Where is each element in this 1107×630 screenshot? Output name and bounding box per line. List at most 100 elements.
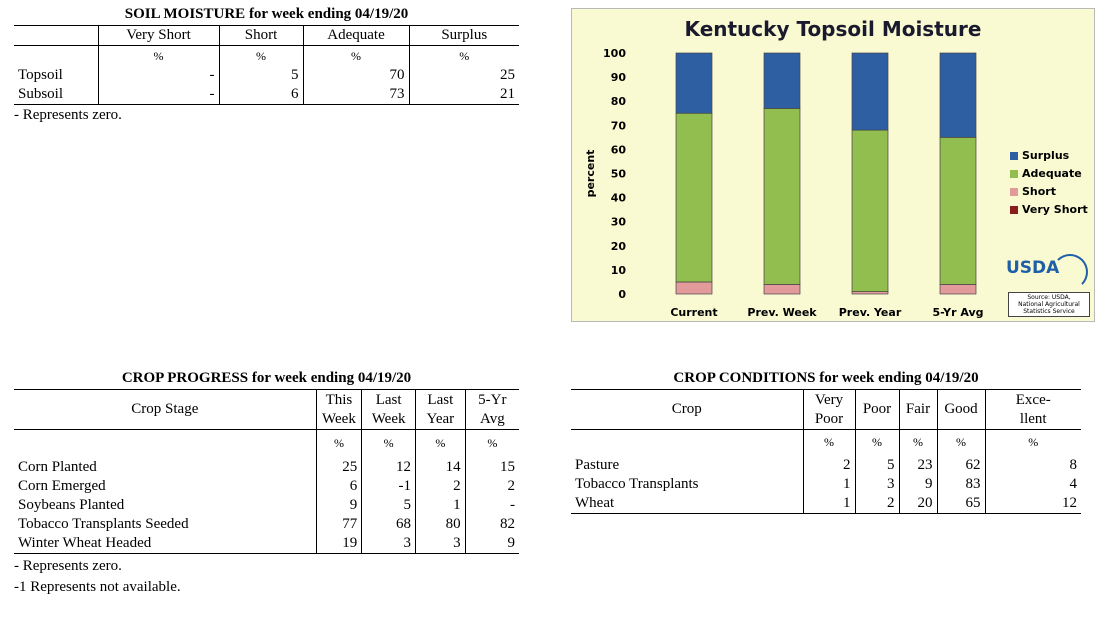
- legend-label: Adequate: [1022, 167, 1082, 180]
- row-label: Winter Wheat Headed: [14, 533, 317, 554]
- cell: 3: [854, 474, 899, 494]
- cell: 5: [361, 495, 416, 515]
- x-tick-label: 5-Yr Avg: [933, 306, 984, 319]
- soil-moisture-table: Very Short Short Adequate Surplus % % % …: [14, 25, 519, 105]
- x-tick-label: Prev. Week: [747, 306, 817, 319]
- cell: 70: [302, 66, 409, 85]
- cell: 1: [802, 474, 855, 494]
- row-label: Pasture: [575, 456, 620, 473]
- cell: 1: [802, 493, 855, 514]
- cell: 5: [854, 455, 899, 475]
- row-label: Tobacco Transplants Seeded: [18, 515, 189, 532]
- usda-arc-icon: [1052, 254, 1088, 290]
- conditions-header: Fair: [898, 389, 937, 430]
- unit-label: %: [898, 429, 937, 456]
- chart-plot: 0 10 20 30 40 50 60 70 80 90 100 percent Current Prev…: [584, 47, 984, 319]
- table-row: Pasture 2 5 23 62 8: [571, 455, 1081, 475]
- y-tick-label: 0: [618, 288, 626, 301]
- progress-header: Last Week: [361, 389, 416, 430]
- legend-label: Surplus: [1022, 149, 1070, 162]
- legend-item: Short: [1010, 183, 1088, 201]
- cell: 12: [984, 493, 1081, 514]
- table-row: Topsoil - 5 70 25: [14, 66, 519, 85]
- cell: 2: [854, 493, 899, 514]
- unit-label: %: [854, 429, 899, 456]
- cell: -: [464, 495, 519, 515]
- legend-item: Very Short: [1010, 201, 1088, 219]
- x-tick-label: Current: [670, 306, 717, 319]
- legend-swatch: [1010, 206, 1018, 214]
- usda-source-box: Source: USDA, National Agricultural Stat…: [1008, 292, 1090, 317]
- cell: 83: [936, 474, 985, 494]
- legend-item: Adequate: [1010, 165, 1088, 183]
- x-tick-label: Prev. Year: [839, 306, 902, 319]
- cell: 3: [415, 533, 466, 554]
- legend-swatch: [1010, 152, 1018, 160]
- cell: 2: [464, 476, 519, 496]
- y-tick-label: 100: [603, 47, 626, 60]
- cell: 73: [302, 85, 409, 105]
- cell: 9: [315, 495, 362, 515]
- soil-note: - Represents zero.: [14, 107, 122, 123]
- cell: 25: [315, 457, 362, 477]
- table-row: Tobacco Transplants Seeded 77 68 80 82: [14, 514, 519, 534]
- table-row: Corn Emerged 6 -1 2 2: [14, 476, 519, 496]
- conditions-header: Exce-llent: [984, 389, 1081, 430]
- bar-segment: [939, 137, 977, 285]
- conditions-header-row: Crop Very Poor Poor Fair Good Exce-llent: [571, 389, 1081, 430]
- progress-header: 5-Yr Avg: [464, 389, 519, 430]
- source-line: National Agricultural: [1018, 301, 1080, 308]
- progress-header: This Week: [315, 389, 362, 430]
- unit-label: %: [464, 429, 519, 458]
- unit-label: %: [415, 429, 466, 458]
- crop-conditions-title: CROP CONDITIONS for week ending 04/19/20: [673, 370, 979, 386]
- crop-conditions-table: Crop Very Poor Poor Fair Good Exce-llent …: [571, 389, 1081, 514]
- bar-segment: [675, 112, 713, 283]
- cell: 1: [415, 495, 466, 515]
- soil-moisture-title: SOIL MOISTURE for week ending 04/19/20: [124, 6, 409, 22]
- cell: 82: [464, 514, 519, 534]
- soil-header: Surplus: [408, 25, 519, 46]
- usda-logo-text: USDA: [1006, 258, 1060, 278]
- cell: 12: [361, 457, 416, 477]
- cell: 19: [315, 533, 362, 554]
- row-label: Topsoil: [18, 67, 63, 83]
- bar-segment: [939, 52, 977, 138]
- conditions-header: Good: [936, 389, 985, 430]
- unit-label: %: [936, 429, 985, 456]
- chart-legend: Surplus Adequate Short Very Short: [1010, 147, 1088, 219]
- bar-segment: [763, 108, 801, 285]
- cell: 15: [464, 457, 519, 477]
- cell: 65: [936, 493, 985, 514]
- progress-header: Last Year: [415, 389, 466, 430]
- source-line: Source: USDA,: [1027, 294, 1071, 301]
- soil-header: Short: [218, 25, 303, 46]
- cell: 77: [315, 514, 362, 534]
- progress-header-row: Crop Stage This Week Last Week Last Year 5-…: [14, 389, 519, 430]
- cell: 9: [898, 474, 937, 494]
- y-tick-label: 40: [611, 192, 627, 205]
- y-tick-label: 20: [611, 240, 627, 253]
- conditions-header-crop: Crop: [571, 389, 803, 430]
- cell: 20: [898, 493, 937, 514]
- bar-segment: [851, 52, 889, 131]
- soil-header: Adequate: [302, 25, 409, 46]
- cell: 6: [315, 476, 362, 496]
- progress-units-row: % % % %: [14, 429, 519, 458]
- table-row: Tobacco Transplants 1 3 9 83 4: [571, 474, 1081, 494]
- legend-item: Surplus: [1010, 147, 1088, 165]
- unit-label: %: [361, 429, 416, 458]
- conditions-header: Very Poor: [802, 389, 855, 430]
- topsoil-moisture-chart: 0 10 20 30 40 50 60 70 80 90 100 percent Current Prev…: [571, 8, 1095, 322]
- bar-segment: [851, 129, 889, 292]
- y-tick-label: 80: [611, 95, 627, 108]
- unit-label: %: [984, 429, 1081, 456]
- row-label: Wheat: [571, 493, 803, 514]
- cell: 6: [218, 85, 303, 105]
- bar-segment: [763, 284, 801, 295]
- y-tick-label: 60: [611, 143, 627, 156]
- bar-segment: [939, 284, 977, 295]
- cell: 25: [408, 66, 519, 85]
- table-row: Soybeans Planted 9 5 1 -: [14, 495, 519, 515]
- soil-units-row: % % % %: [14, 45, 519, 66]
